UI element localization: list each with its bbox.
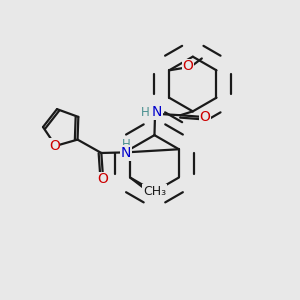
Text: CH₃: CH₃ [143,185,166,198]
Text: O: O [199,110,210,124]
Text: O: O [49,139,60,153]
Text: O: O [98,172,108,186]
Text: H: H [141,106,150,119]
Text: N: N [152,105,162,119]
Text: O: O [183,59,194,74]
Text: H: H [122,139,131,152]
Text: N: N [121,146,131,160]
